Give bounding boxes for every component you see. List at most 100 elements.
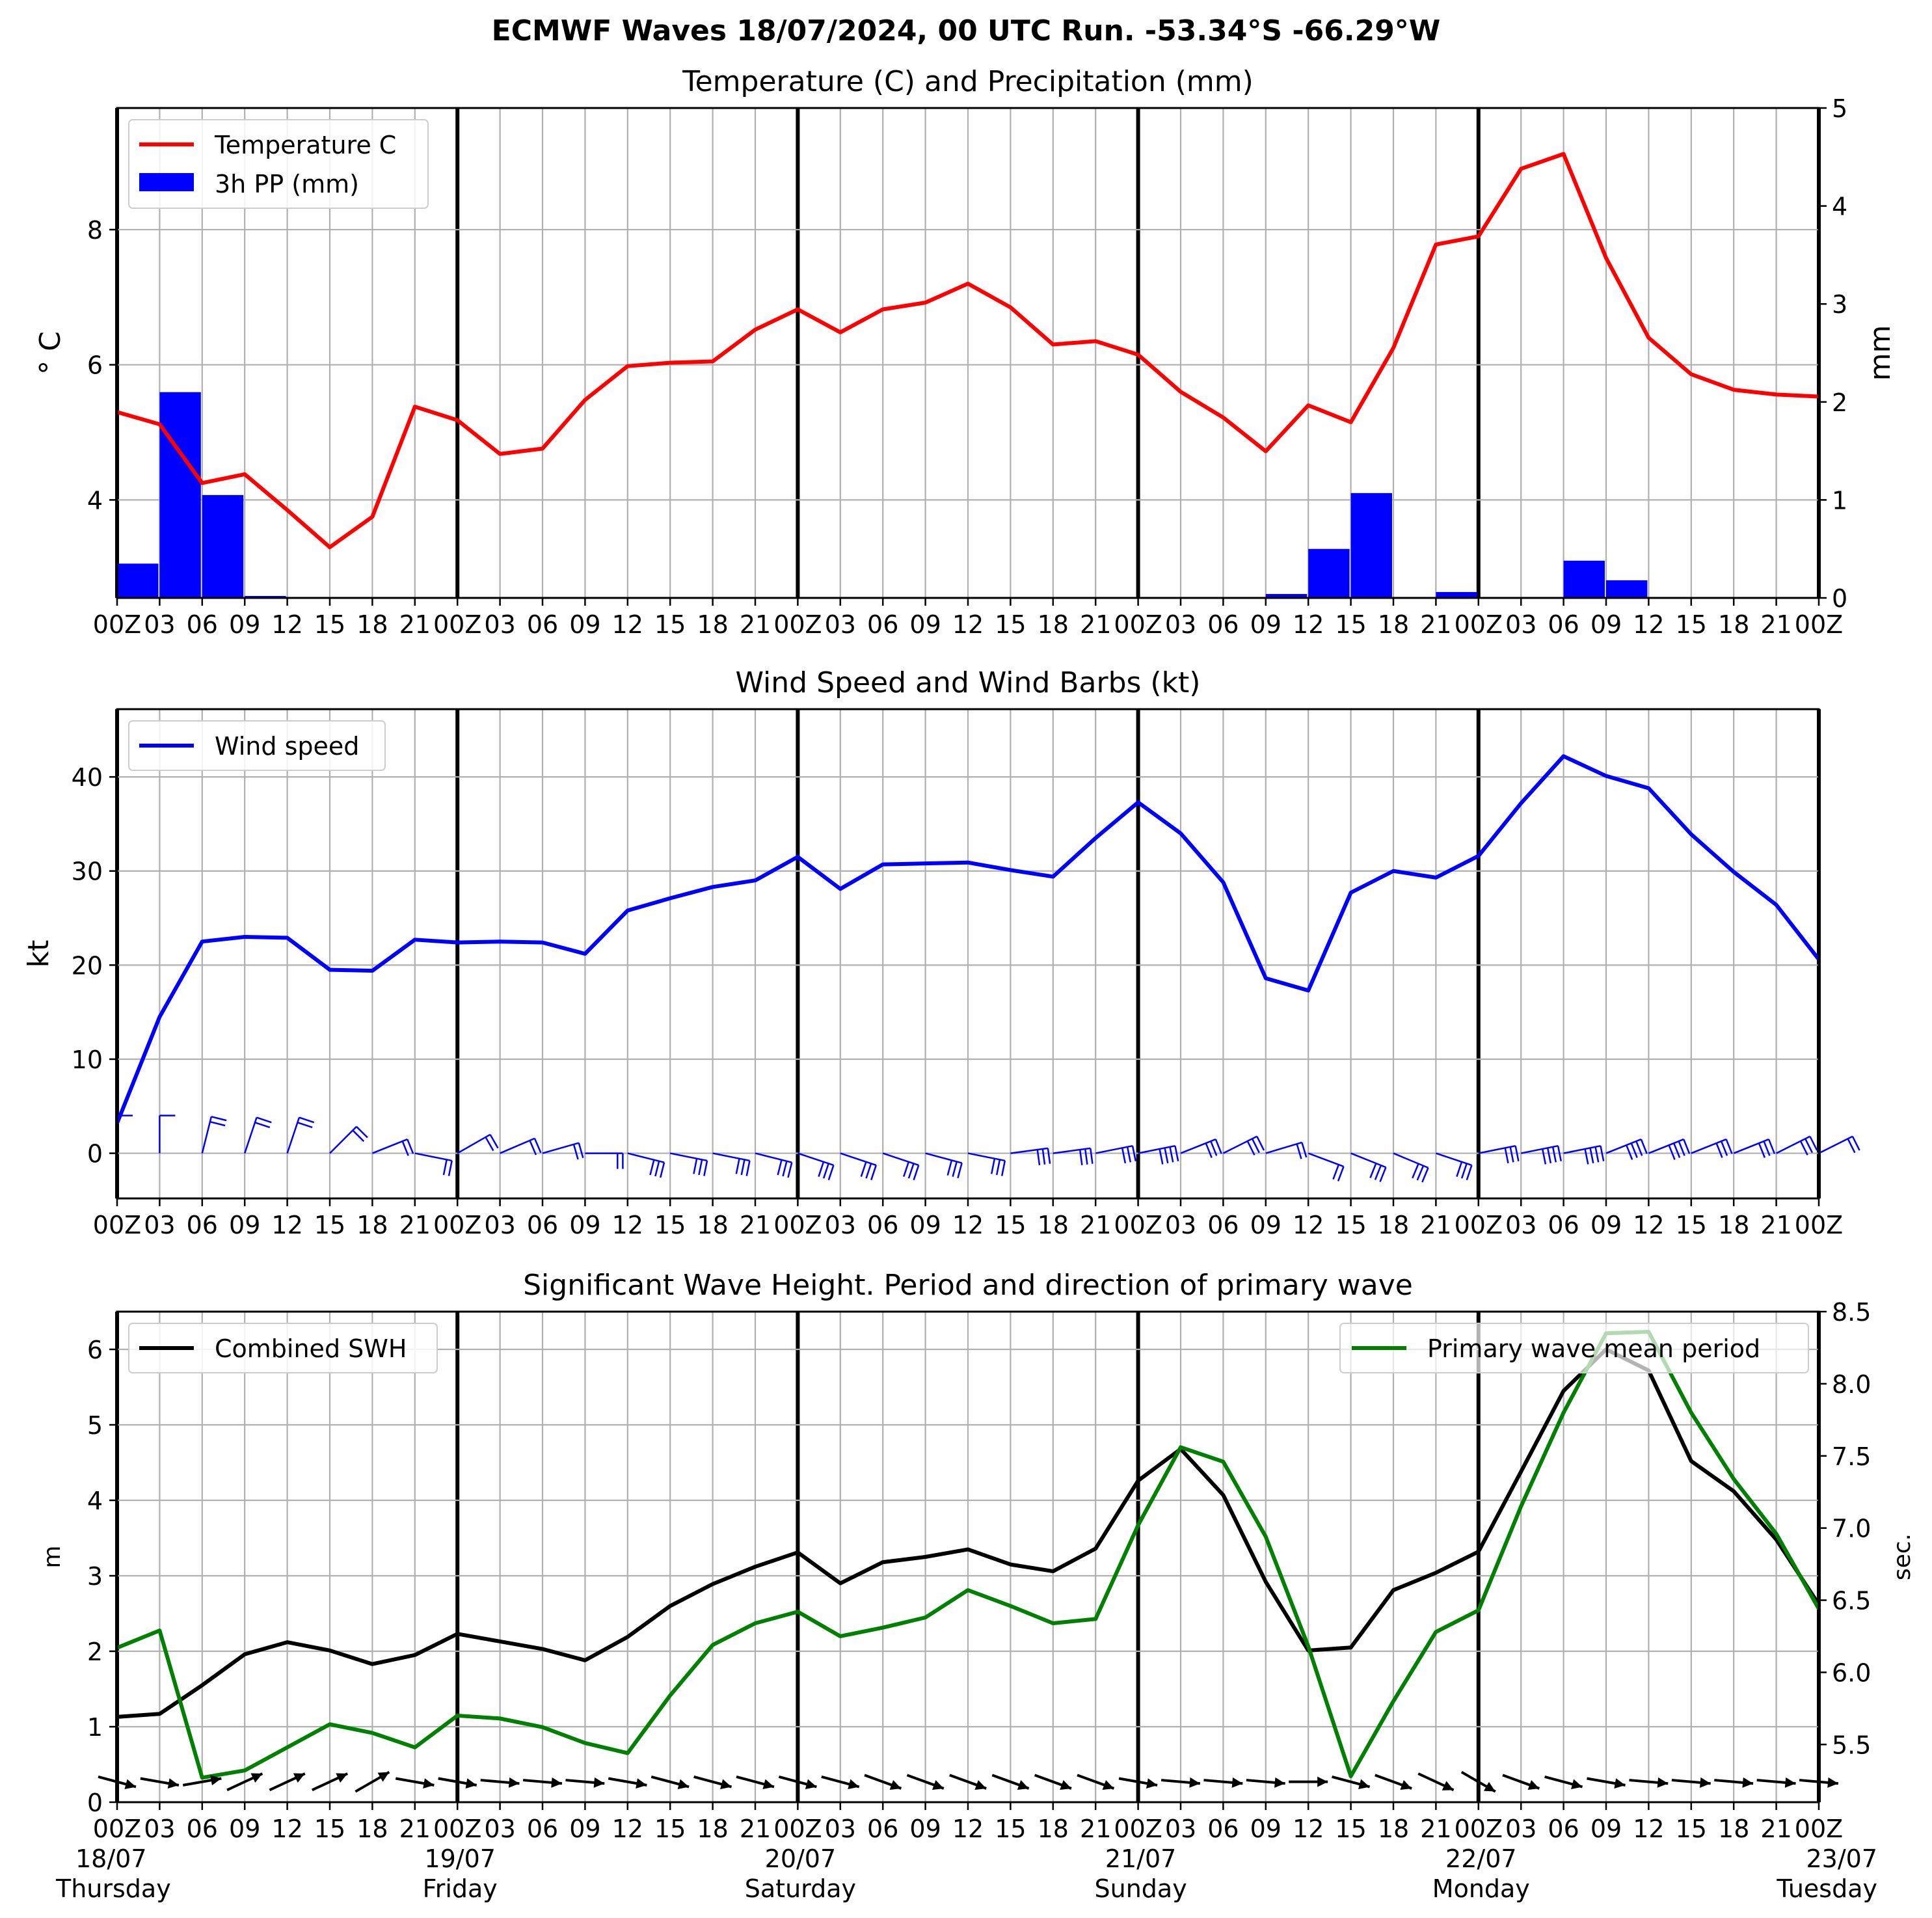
- wave-direction-arrow: [1246, 1777, 1285, 1788]
- wave-direction-arrow: [1671, 1777, 1711, 1788]
- wave-direction-arrow: [1417, 1772, 1455, 1792]
- wind-barb: [286, 1116, 315, 1154]
- temperature-precip-panel: Temperature (C) and Precipitation (mm) 4 6…: [34, 65, 1897, 639]
- x-tick-label: 18: [697, 1815, 728, 1843]
- wind-barb-feather: [745, 1160, 751, 1176]
- wind-barb: [1222, 1135, 1265, 1155]
- wind-barb-feather: [1337, 1166, 1345, 1182]
- wind-barb-shaft: [882, 1152, 919, 1167]
- wind-barb-feather: [489, 1134, 499, 1149]
- wave-direction-arrow: [736, 1775, 775, 1790]
- y2-tick-label: 4: [1832, 193, 1847, 221]
- x-tick-label: 18: [1038, 1211, 1069, 1239]
- wave-arrow-head: [1827, 1777, 1838, 1788]
- wave-direction-arrow: [311, 1772, 349, 1792]
- day-date-label: 22/07: [1445, 1844, 1517, 1873]
- day-weekday-label: Saturday: [745, 1874, 856, 1903]
- wind-barb-feather: [1374, 1165, 1382, 1180]
- x-tick-label: 15: [1676, 610, 1707, 639]
- wave-arrow-head: [1358, 1779, 1370, 1790]
- x-tick-label: 12: [952, 1211, 984, 1239]
- x-tick-label: 15: [1335, 1815, 1366, 1843]
- wind-barb-feather: [1164, 1148, 1169, 1164]
- x-tick-label: 00Z: [1114, 1211, 1162, 1239]
- x-tick-label: 06: [527, 1815, 558, 1843]
- wind-barb-feather: [1809, 1136, 1818, 1151]
- wind-barb-shaft: [1648, 1138, 1684, 1154]
- wind-barb-feather: [698, 1159, 703, 1176]
- wind-barb-feather: [1079, 1149, 1083, 1166]
- y-tick-label: 6: [87, 1336, 103, 1364]
- wind-barb-feather: [1767, 1139, 1776, 1154]
- wave-direction-arrow: [1629, 1777, 1669, 1788]
- y2-tick-label: 7.5: [1832, 1442, 1871, 1471]
- wind-barb-feather: [735, 1158, 740, 1174]
- day-weekday-label: Thursday: [55, 1874, 171, 1903]
- legend: Wind speed: [128, 720, 386, 771]
- wind-barb-feather: [1678, 1141, 1685, 1156]
- swh-line: [116, 1347, 1821, 1719]
- wave-arrow-head: [848, 1779, 859, 1790]
- x-tick-label: 03: [825, 610, 856, 639]
- y-tick-label: 1: [87, 1713, 103, 1742]
- wind-barb-feather: [533, 1138, 542, 1154]
- day-weekday-label: Friday: [423, 1874, 498, 1903]
- wave-arrow-head: [805, 1779, 817, 1790]
- wave-arrow-head: [1483, 1781, 1496, 1792]
- wind-barb-shaft: [1776, 1135, 1811, 1154]
- wave-arrow-head: [762, 1779, 774, 1790]
- x-tick-label: 21: [399, 610, 431, 639]
- wind-barb-feather: [1715, 1142, 1723, 1158]
- x-tick-label: 21: [1420, 1815, 1451, 1843]
- wave-direction-arrow: [651, 1775, 690, 1790]
- wave-direction-arrow: [1118, 1777, 1158, 1789]
- y2-axis-label: mm: [1864, 325, 1897, 381]
- wind-barb: [201, 1116, 227, 1154]
- wind-barb-feather: [1416, 1165, 1425, 1181]
- x-tick-label: 18: [1038, 610, 1069, 639]
- y2-tick-label: 6.5: [1832, 1587, 1871, 1615]
- x-tick-label: 15: [995, 1815, 1026, 1843]
- x-tick-label: 00Z: [1795, 1815, 1843, 1843]
- x-tick-label: 06: [867, 1211, 898, 1239]
- wave-direction-arrow: [906, 1774, 945, 1790]
- x-tick-label: 06: [187, 1815, 218, 1843]
- x-tick-label: 12: [1293, 1211, 1324, 1239]
- wind-barb-feather: [211, 1116, 227, 1122]
- wave-arrow-head: [377, 1772, 390, 1782]
- precip-bar: [117, 563, 159, 598]
- wind-barb-feather: [1594, 1146, 1600, 1163]
- wind-barb-feather: [1296, 1143, 1302, 1159]
- wind-barb-shaft: [1436, 1152, 1472, 1167]
- wind-barb-shaft: [1308, 1152, 1344, 1168]
- x-tick-label: 21: [399, 1211, 431, 1239]
- y-tick-label: 0: [87, 1789, 103, 1817]
- x-tick-label: 03: [1505, 1211, 1536, 1239]
- day-weekday-label: Tuesday: [1776, 1874, 1877, 1903]
- period-line: [116, 1330, 1821, 1780]
- wave-arrow-head: [1442, 1781, 1454, 1790]
- y2-tick-label: 6.0: [1832, 1658, 1871, 1687]
- wave-arrow-head: [551, 1777, 562, 1788]
- wind-barb-feather: [1169, 1146, 1174, 1163]
- wind-barb-feather: [1456, 1161, 1463, 1177]
- wind-barb-shaft: [1818, 1135, 1853, 1154]
- x-tick-label: 12: [271, 1211, 302, 1239]
- x-tick-label: 00Z: [433, 610, 481, 639]
- y-tick-label: 4: [87, 1487, 103, 1515]
- wind-barb-shaft: [1691, 1138, 1727, 1154]
- x-tick-label: 00Z: [1455, 610, 1503, 639]
- y2-tick-label: 2: [1832, 388, 1847, 417]
- wave-direction-arrow: [991, 1774, 1030, 1790]
- wave-arrow-head: [423, 1778, 435, 1789]
- wind-barb-feather: [827, 1165, 835, 1181]
- x-tick-label: 21: [399, 1815, 431, 1843]
- wind-barb-feather: [1205, 1142, 1213, 1158]
- wind-barb: [1520, 1144, 1563, 1165]
- x-tick-label: 09: [1250, 1815, 1281, 1843]
- x-tick-label: 15: [314, 1211, 345, 1239]
- x-tick-label: 03: [144, 1211, 175, 1239]
- wave-arrow-head: [1274, 1777, 1285, 1788]
- wave-arrow-head: [1189, 1777, 1200, 1788]
- wind-barb-feather: [703, 1160, 708, 1176]
